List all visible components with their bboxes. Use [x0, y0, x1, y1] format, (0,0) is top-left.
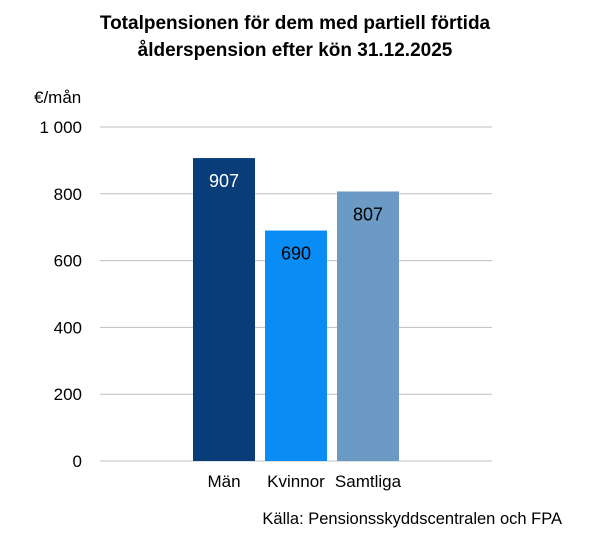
chart-title: Totalpensionen för dem med partiell fört…	[0, 10, 590, 64]
data-label: 907	[209, 171, 239, 191]
chart-title-line-1: Totalpensionen för dem med partiell fört…	[99, 13, 491, 34]
x-tick-label: Män	[207, 472, 240, 491]
source-note: Källa: Pensionsskyddscentralen och FPA	[262, 510, 562, 528]
data-label: 807	[353, 204, 383, 224]
chart-title-line-2: ålderspension efter kön 31.12.2025	[137, 40, 453, 61]
y-tick-label: 1 000	[39, 118, 82, 137]
bar	[337, 191, 399, 461]
bar	[193, 158, 255, 461]
y-tick-label: 800	[54, 185, 82, 204]
bar	[265, 230, 327, 461]
y-tick-label: 400	[54, 318, 82, 337]
x-tick-label: Kvinnor	[267, 472, 325, 491]
y-tick-label: 600	[54, 252, 82, 271]
y-tick-label: 200	[54, 385, 82, 404]
data-label: 690	[281, 244, 311, 264]
y-tick-label: 0	[73, 452, 82, 471]
x-tick-label: Samtliga	[335, 472, 402, 491]
y-axis-unit-label: €/mån	[34, 88, 82, 107]
